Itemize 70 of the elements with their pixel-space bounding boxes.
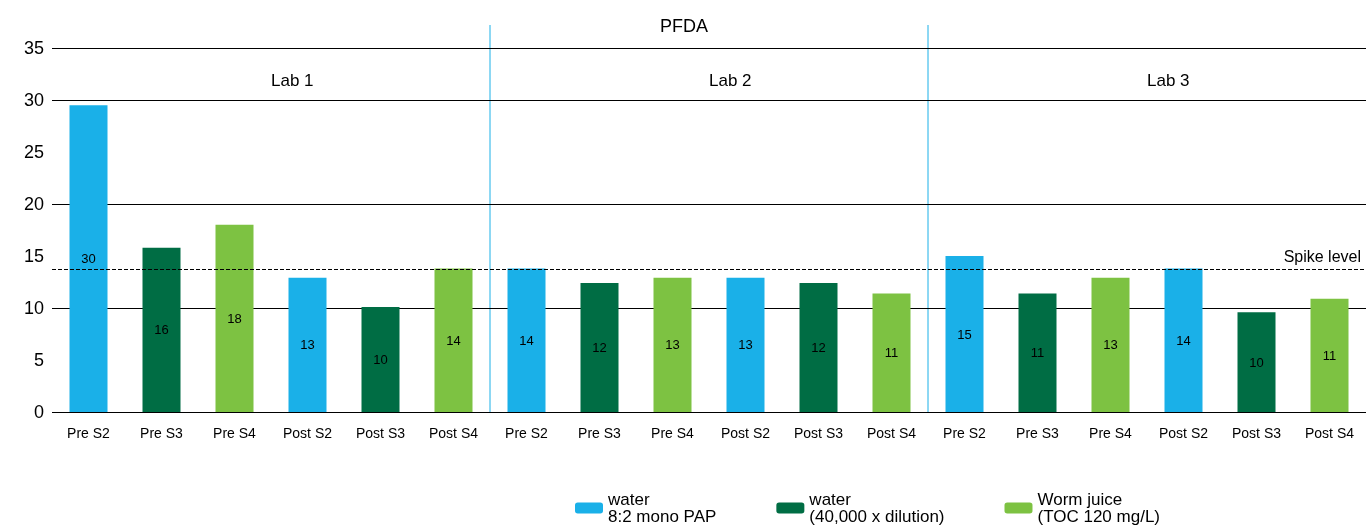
bar	[726, 277, 765, 412]
data-label: 18	[227, 310, 242, 326]
x-tick-label: Post S2	[720, 425, 771, 441]
x-tick-label: Pre S3	[578, 425, 622, 441]
x-tick-label: Post S3	[355, 425, 406, 441]
data-label: 13	[1103, 337, 1118, 353]
legend-label: water 8:2 mono PAP	[607, 490, 717, 526]
annotation: Lab 1	[271, 71, 314, 90]
data-label: 11	[884, 345, 899, 361]
data-label: 11	[1322, 347, 1337, 363]
y-tick-label: 15	[23, 246, 44, 266]
data-label: 14	[519, 332, 534, 348]
bar	[580, 283, 619, 412]
data-label: 12	[811, 340, 826, 356]
x-tick-label: Post S3	[793, 425, 844, 441]
annotation: Lab 2	[709, 71, 752, 90]
y-tick-label: 25	[23, 142, 44, 162]
bar	[69, 105, 108, 412]
data-label: 13	[665, 337, 680, 353]
x-tick-label: Post S3	[1231, 425, 1282, 441]
data-label: 16	[154, 322, 169, 338]
legend-label: Worm juice (TOC 120 mg/L)	[1037, 490, 1161, 526]
bar	[1018, 293, 1057, 412]
bar	[799, 283, 838, 412]
x-tick-label: Post S4	[1304, 425, 1355, 441]
data-label: 13	[300, 337, 315, 353]
data-label: 11	[1030, 345, 1045, 361]
x-tick-label: Post S2	[282, 425, 333, 441]
x-tick-label: Pre S4	[213, 425, 257, 441]
bar	[1091, 277, 1130, 412]
bar	[288, 277, 327, 412]
x-tick-label: Post S4	[428, 425, 479, 441]
bar	[1164, 268, 1203, 412]
bar	[872, 293, 911, 412]
data-label: 12	[592, 340, 607, 356]
data-label: 15	[957, 326, 972, 342]
x-tick-label: Pre S2	[505, 425, 549, 441]
annotation: Lab 3	[1147, 71, 1190, 90]
bar	[1237, 312, 1276, 412]
data-label: 14	[1176, 332, 1191, 348]
bar	[507, 268, 546, 412]
data-label: 13	[738, 337, 753, 353]
bar	[434, 268, 473, 412]
x-tick-label: Post S4	[866, 425, 917, 441]
bar	[361, 306, 400, 412]
data-label: 10	[373, 351, 388, 367]
bar	[945, 256, 984, 412]
y-tick-label: 20	[23, 194, 44, 214]
y-tick-label: 30	[23, 90, 44, 110]
bar	[653, 277, 692, 412]
data-label: 14	[446, 332, 461, 348]
bar	[215, 224, 254, 412]
y-tick-label: 35	[23, 38, 44, 58]
x-tick-label: Post S2	[1158, 425, 1209, 441]
legend-label: water (40,000 x dilution)	[808, 490, 945, 526]
x-tick-label: Pre S2	[943, 425, 987, 441]
x-tick-label: Pre S4	[651, 425, 695, 441]
x-tick-label: Pre S4	[1089, 425, 1133, 441]
bar	[1310, 298, 1349, 412]
chart-title: PFDA	[659, 16, 709, 36]
data-label: 10	[1249, 354, 1264, 370]
x-tick-label: Pre S3	[1016, 425, 1060, 441]
y-tick-label: 5	[33, 350, 44, 370]
y-tick-label: 10	[23, 298, 44, 318]
y-tick-label: 0	[33, 402, 44, 422]
bar	[142, 247, 181, 412]
data-label: 30	[81, 251, 96, 267]
x-tick-label: Pre S3	[140, 425, 184, 441]
x-tick-label: Pre S2	[67, 425, 111, 441]
ref-line-label: Spike level	[1283, 248, 1361, 266]
